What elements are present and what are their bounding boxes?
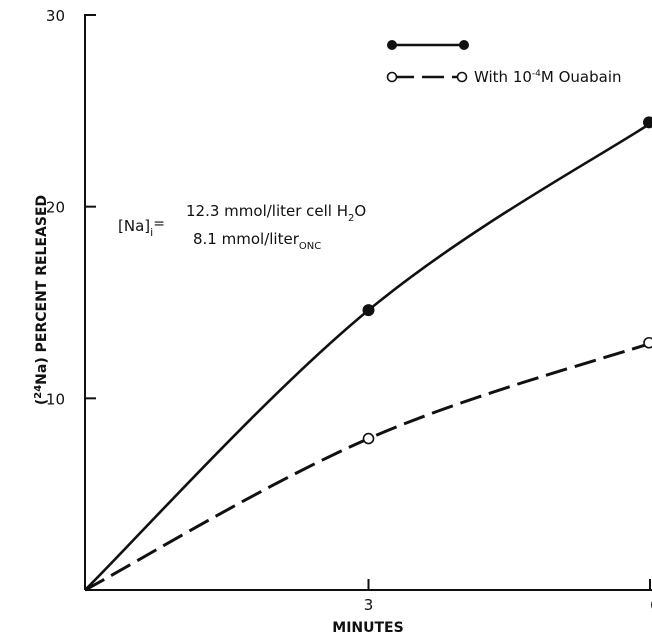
annotation-line-2: 8.1 mmol/literONC: [193, 230, 321, 252]
legend-ouabain-marker-right: [456, 71, 468, 83]
annotation-lhs-bracket: [Na]: [118, 217, 150, 235]
x-tick-label-3: 3: [364, 596, 374, 614]
x-axis-label: MINUTES: [332, 620, 403, 636]
annotation-line-1-text: 12.3 mmol/liter cell H: [186, 202, 348, 220]
legend: With 10-4M Ouabain: [386, 40, 622, 86]
annotation-line-1-subscript: 2: [348, 213, 354, 224]
annotation-line-2-subscript: ONC: [299, 241, 321, 252]
x-tick-label-6: 6: [650, 596, 652, 614]
legend-ouabain-prefix: With 10: [474, 68, 532, 86]
y-axis-label: (24Na) PERCENT RELEASED: [33, 195, 50, 405]
legend-ouabain-marker-left: [386, 71, 398, 83]
axes: [84, 15, 652, 591]
point-ouabain-6: [643, 336, 652, 349]
series-points: [362, 116, 652, 445]
concentration-annotation: [Na]i= 12.3 mmol/liter cell H2O 8.1 mmol…: [118, 202, 366, 252]
annotation-line-2-text: 8.1 mmol/liter: [193, 230, 300, 248]
annotation-equals: =: [153, 216, 165, 232]
y-tick-label-30: 30: [46, 7, 65, 25]
y-tick-label-10: 10: [46, 390, 65, 408]
y-tick-label-20: 20: [46, 199, 65, 217]
y-axis-label-isotope-mass: 24: [33, 385, 44, 399]
point-control-3: [362, 304, 375, 317]
y-axis-label-isotope-element: Na: [34, 364, 50, 385]
point-control-6: [643, 116, 652, 129]
annotation-line-1-end: O: [354, 202, 366, 220]
legend-entry-control: [387, 40, 469, 50]
ticks: 10 20 30 3 6: [46, 7, 652, 614]
legend-ouabain-label: With 10-4M Ouabain: [474, 68, 622, 86]
annotation-line-1: 12.3 mmol/liter cell H2O: [186, 202, 366, 224]
annotation-lhs: [Na]i=: [118, 216, 165, 239]
annotation-lhs-subscript: i: [150, 226, 153, 239]
series-lines: [84, 121, 652, 592]
legend-ouabain-exponent: -4: [532, 69, 541, 79]
legend-ouabain-suffix: M Ouabain: [541, 68, 622, 86]
legend-control-marker-right: [459, 40, 469, 50]
legend-entry-ouabain: With 10-4M Ouabain: [386, 68, 622, 86]
series-line-ouabain: [84, 341, 652, 592]
point-ouabain-3: [362, 432, 375, 445]
legend-control-marker-left: [387, 40, 397, 50]
series-line-control: [84, 121, 652, 591]
y-axis-label-rest: ) PERCENT RELEASED: [34, 195, 50, 364]
